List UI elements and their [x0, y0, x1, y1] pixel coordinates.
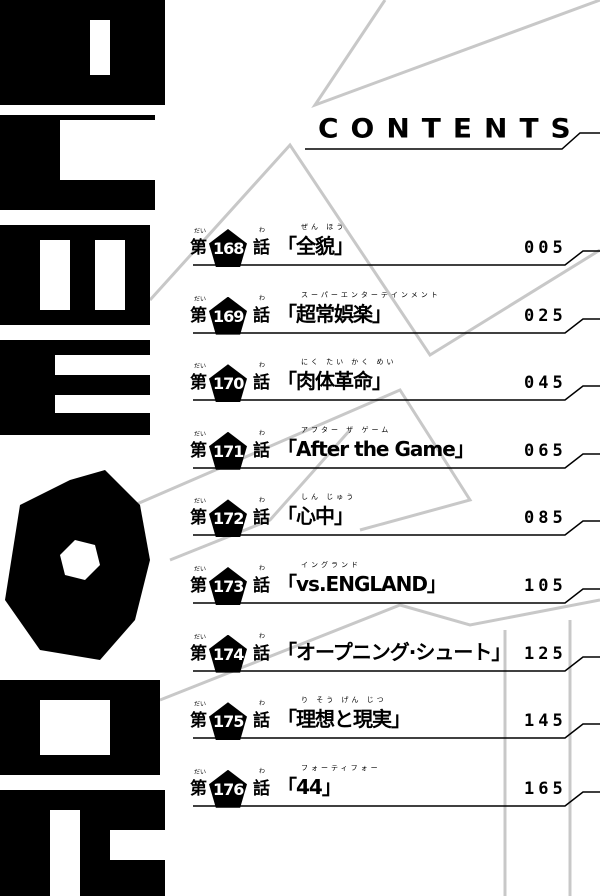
chapter-entry[interactable]: だい 第 170 わ 話 にく たい かく めい 「肉体革命」 045 [190, 352, 600, 412]
chapter-suffix: 話 [253, 373, 270, 394]
entry-underline [193, 317, 600, 334]
chapter-suffix: 話 [253, 711, 270, 732]
chapter-entry[interactable]: だい 第 176 わ 話 フォーティフォー 「44」 165 [190, 758, 600, 818]
title-ruby: にく たい かく めい [301, 358, 397, 367]
page-number: 085 [524, 508, 567, 529]
prefix-ruby: だい [194, 498, 207, 506]
entry-underline [193, 385, 600, 401]
chapter-title: 「44」 [277, 774, 342, 799]
chapter-prefix: 第 [190, 508, 207, 529]
chapter-number: 170 [213, 374, 244, 394]
chapter-suffix: 話 [253, 305, 270, 326]
page-number: 105 [524, 576, 567, 596]
suffix-ruby: わ [259, 565, 266, 572]
prefix-ruby: だい [194, 228, 207, 235]
title-ruby: アフター ザ ゲーム [301, 425, 392, 434]
chapter-entry[interactable]: だい 第 173 わ 話 イングランド 「vs.ENGLAND」 105 [190, 555, 600, 615]
chapter-number: 171 [213, 441, 244, 461]
chapter-prefix: 第 [190, 440, 207, 461]
chapter-suffix: 話 [253, 238, 270, 258]
chapter-title: 「全貌」 [277, 234, 354, 258]
header-rule [305, 132, 600, 150]
chapter-prefix: 第 [190, 711, 207, 732]
title-ruby: しん じゅう [301, 493, 357, 502]
title-ruby: ぜん ほう [301, 223, 347, 231]
blue-lock-logo [0, 0, 165, 896]
chapter-suffix: 話 [253, 440, 270, 461]
suffix-ruby: わ [259, 632, 266, 640]
entry-underline [193, 250, 600, 266]
chapter-title: 「心中」 [277, 504, 354, 529]
suffix-ruby: わ [259, 362, 266, 370]
chapter-prefix: 第 [190, 238, 207, 258]
chapter-suffix: 話 [253, 576, 270, 596]
prefix-ruby: だい [194, 566, 207, 573]
page-number: 145 [524, 711, 567, 732]
page-number: 065 [524, 440, 567, 461]
page-number: 025 [524, 305, 567, 326]
prefix-ruby: だい [194, 295, 207, 303]
chapter-prefix: 第 [190, 373, 207, 394]
page-number: 165 [524, 778, 567, 799]
chapter-entry[interactable]: だい 第 175 わ 話 り そう げん じつ 「理想と現実」 145 [190, 690, 600, 750]
chapter-title: 「vs.ENGLAND」 [277, 572, 447, 596]
page-number: 045 [524, 373, 567, 394]
title-ruby: スーパーエンターテインメント [301, 290, 441, 299]
entry-underline [193, 655, 600, 672]
chapter-number: 175 [213, 712, 244, 732]
chapter-prefix: 第 [190, 305, 207, 326]
prefix-ruby: だい [194, 633, 207, 641]
chapter-entry[interactable]: だい 第 172 わ 話 しん じゅう 「心中」 085 [190, 487, 600, 547]
title-ruby: フォーティフォー [301, 763, 381, 772]
chapter-title: 「超常娯楽」 [277, 301, 392, 326]
title-ruby: り そう げん じつ [301, 696, 387, 705]
suffix-ruby: わ [259, 700, 266, 708]
title-ruby: イングランド [301, 561, 361, 569]
chapter-title: 「After the Game」 [277, 436, 475, 461]
chapter-prefix: 第 [190, 576, 207, 596]
entry-underline [193, 791, 600, 807]
chapter-number: 176 [213, 779, 244, 799]
chapter-number: 174 [213, 644, 244, 664]
entry-underline [193, 453, 600, 469]
chapter-prefix: 第 [190, 778, 207, 799]
suffix-ruby: わ [259, 767, 266, 775]
entry-underline [193, 588, 600, 604]
chapter-entry[interactable]: だい 第 174 わ 話 「オープニング·シュート」 125 [190, 623, 600, 683]
prefix-ruby: だい [194, 701, 207, 709]
prefix-ruby: だい [194, 430, 207, 438]
prefix-ruby: だい [194, 363, 207, 371]
chapter-number: 168 [213, 239, 244, 258]
suffix-ruby: わ [259, 227, 266, 234]
chapter-prefix: 第 [190, 643, 207, 664]
page-number: 125 [524, 643, 567, 664]
entry-underline [193, 723, 600, 739]
chapter-number: 169 [213, 306, 244, 326]
suffix-ruby: わ [259, 429, 266, 437]
chapter-title: 「肉体革命」 [277, 369, 392, 394]
chapter-title: 「オープニング·シュート」 [277, 639, 511, 664]
contents-heading: CONTENTS [318, 112, 583, 145]
chapter-suffix: 話 [253, 508, 270, 529]
chapter-number: 172 [213, 509, 244, 529]
page-number: 005 [524, 238, 567, 258]
chapter-title: 「理想と現実」 [277, 707, 411, 732]
suffix-ruby: わ [259, 294, 266, 302]
chapter-entry[interactable]: だい 第 168 わ 話 ぜん ほう 「全貌」 005 [190, 217, 600, 277]
chapter-entry[interactable]: だい 第 171 わ 話 アフター ザ ゲーム 「After the Game」… [190, 420, 600, 480]
prefix-ruby: だい [194, 768, 207, 776]
chapter-entry[interactable]: だい 第 169 わ 話 スーパーエンターテインメント 「超常娯楽」 025 [190, 285, 600, 345]
chapter-number: 173 [213, 577, 244, 596]
chapter-suffix: 話 [253, 778, 270, 799]
entry-underline [193, 520, 600, 537]
chapter-suffix: 話 [253, 643, 270, 664]
suffix-ruby: わ [259, 497, 266, 505]
